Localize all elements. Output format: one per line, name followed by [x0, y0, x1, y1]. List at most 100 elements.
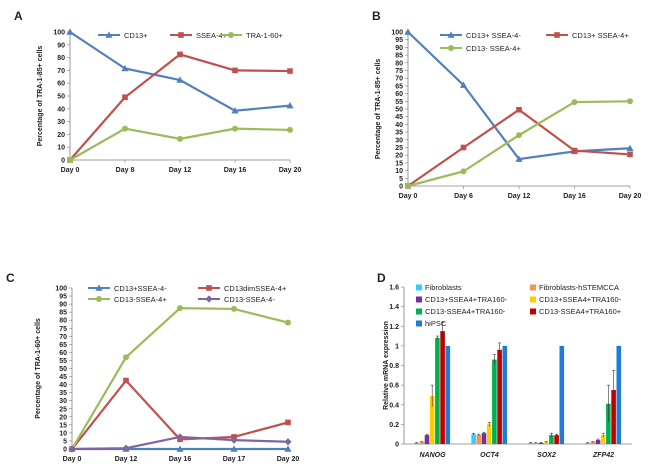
y-tick-label: 60: [59, 350, 67, 357]
legend-swatch: [530, 296, 536, 303]
data-point: [232, 67, 238, 74]
x-tick-label: Day 8: [116, 167, 135, 174]
y-tick-label: 1.2: [389, 324, 399, 331]
data-point: [284, 438, 292, 446]
panel-label: A: [14, 9, 23, 23]
data-point: [176, 76, 184, 83]
y-tick-label: 45: [395, 114, 403, 121]
data-point: [67, 157, 73, 163]
x-tick-label: Day 0: [399, 193, 418, 200]
legend-swatch: [416, 296, 422, 303]
x-tick-label: OCT4: [480, 452, 499, 459]
legend-marker: [447, 31, 455, 38]
data-point: [285, 419, 291, 426]
data-point: [123, 377, 129, 384]
legend-label: Fibroblasts-hSTEMCCA: [539, 283, 619, 292]
data-point: [515, 155, 523, 162]
legend-label: CD13+: [124, 31, 148, 40]
legend-label: SSEA-4+: [196, 31, 228, 40]
y-tick-label: 40: [59, 382, 67, 389]
legend-swatch: [416, 308, 422, 315]
legend-swatch: [416, 284, 422, 291]
data-point: [626, 144, 634, 152]
y-tick-label: 0.4: [389, 402, 399, 409]
y-tick-label: 15: [59, 422, 67, 429]
series-line-2: [407, 100, 631, 188]
x-tick-label: NANOG: [419, 452, 446, 459]
panel-label: C: [6, 271, 15, 285]
y-axis-label: Percentage of TRA-1-60+ cells: [35, 318, 42, 419]
data-point: [177, 135, 183, 142]
y-tick-label: 45: [59, 374, 67, 381]
data-point: [122, 94, 128, 101]
legend-label: Fibroblasts: [425, 283, 462, 292]
bar: [476, 435, 482, 444]
bar: [440, 331, 445, 444]
data-point: [123, 354, 129, 361]
data-point: [516, 132, 522, 139]
data-point: [176, 445, 184, 452]
y-tick-label: 80: [395, 60, 403, 67]
bar: [486, 424, 492, 444]
legend-marker: [96, 296, 102, 302]
y-tick-label: 80: [57, 55, 65, 62]
x-tick-label: Day 16: [563, 193, 586, 200]
x-tick-label: Day 17: [223, 456, 246, 463]
bar: [616, 345, 622, 444]
y-tick-label: 50: [57, 94, 65, 101]
y-tick-label: 5: [63, 438, 67, 445]
data-point: [177, 305, 183, 312]
bar: [429, 395, 435, 444]
y-tick-label: 0.2: [389, 422, 399, 429]
bar: [445, 345, 451, 444]
bar: [606, 403, 611, 444]
y-axis-label: Percentage of TRA-1-85+ cells: [375, 59, 382, 160]
legend-label: CD13+ SSEA-4-: [466, 31, 521, 40]
legend-label: CD13+SSEA-4-: [114, 284, 167, 293]
y-tick-label: 1.6: [389, 285, 399, 292]
legend-marker: [448, 45, 454, 51]
legend-marker: [105, 31, 113, 38]
data-point: [460, 168, 467, 175]
y-tick-label: 90: [59, 302, 67, 309]
y-tick-label: 90: [395, 45, 403, 52]
bar: [549, 435, 554, 444]
y-tick-label: 20: [59, 414, 67, 421]
data-point: [122, 444, 130, 452]
y-tick-label: 70: [57, 68, 65, 75]
series-line-1: [407, 108, 631, 187]
data-point: [177, 51, 183, 58]
x-tick-label: Day 16: [224, 167, 247, 174]
legend-marker: [228, 32, 234, 38]
y-tick-label: 35: [59, 390, 67, 397]
y-tick-label: 0: [395, 442, 399, 449]
data-point: [627, 151, 633, 158]
x-tick-label: Day 12: [508, 193, 531, 200]
y-tick-label: 0: [61, 158, 65, 165]
bar: [471, 434, 476, 444]
y-tick-label: 100: [391, 30, 403, 37]
x-tick-label: Day 20: [279, 167, 302, 174]
y-tick-label: 25: [59, 406, 67, 413]
legend-marker: [554, 32, 560, 38]
y-tick-label: 30: [59, 398, 67, 405]
data-point: [571, 99, 578, 106]
data-point: [232, 125, 238, 132]
panel-b: B 051015202530354045505560657075808590951…: [372, 9, 641, 200]
series-line-2: [69, 127, 291, 161]
bar: [559, 345, 565, 444]
bar: [543, 442, 549, 444]
data-point: [571, 147, 578, 154]
bar: [600, 435, 606, 444]
bar: [502, 345, 508, 444]
y-tick-label: 10: [59, 430, 67, 437]
y-tick-label: 85: [395, 53, 403, 60]
y-tick-label: 40: [395, 122, 403, 129]
x-tick-label: SOX2: [537, 452, 556, 459]
bar: [481, 433, 487, 444]
legend-swatch: [416, 320, 422, 327]
legend-marker: [206, 285, 212, 291]
y-tick-label: 60: [57, 81, 65, 88]
y-axis-label: Percentage of TRA-1-85+ cells: [37, 46, 44, 147]
